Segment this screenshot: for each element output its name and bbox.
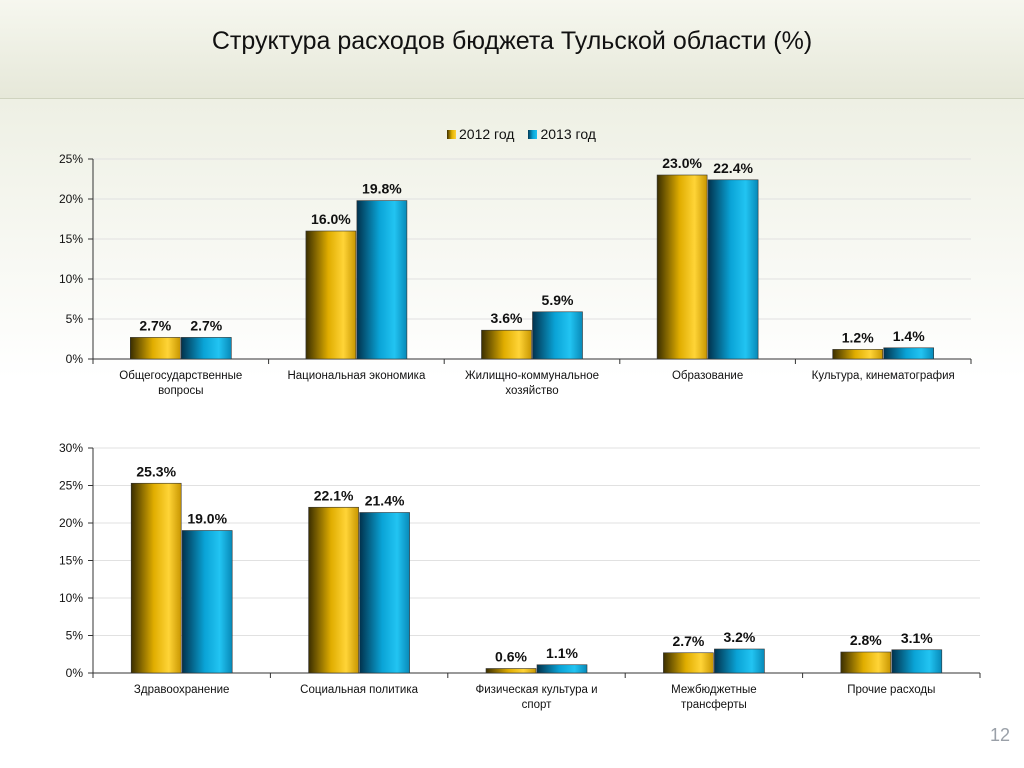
category-label: Здравоохранение	[134, 684, 230, 696]
y-tick-label: 20%	[59, 516, 83, 530]
data-label-2012: 23.0%	[662, 155, 702, 171]
category-label-line: Образование	[672, 370, 743, 382]
bar-2013	[532, 311, 583, 360]
data-label-2012: 2.8%	[850, 632, 882, 648]
bar-2012	[308, 506, 359, 674]
y-tick-label: 10%	[59, 272, 83, 286]
bar-2013	[707, 179, 759, 360]
data-label-2012: 2.7%	[139, 317, 171, 333]
y-tick-label: 5%	[66, 629, 84, 643]
y-tick-label: 30%	[59, 441, 83, 455]
category-label: Жилищно-коммунальное хозяйство	[465, 370, 599, 397]
legend-label-2013: 2013 год	[540, 126, 596, 142]
y-tick-label: 10%	[59, 591, 83, 605]
category-label: Социальная политика	[300, 684, 418, 696]
bar-2012	[305, 230, 357, 360]
category-label-line: Здравоохранение	[134, 684, 230, 696]
legend-item-2013: 2013 год	[528, 126, 596, 142]
bar-2013	[891, 649, 943, 674]
category-label-line: Межбюджетные	[671, 684, 756, 696]
category-label-line: Прочие расходы	[847, 684, 935, 696]
data-label-2012: 16.0%	[311, 211, 351, 227]
category-label-line: Национальная экономика	[287, 370, 426, 382]
category-label: Национальная экономика	[287, 370, 426, 382]
category-label-line: Жилищно-коммунальное	[465, 370, 599, 382]
category-label: Физическая культура и спорт	[476, 684, 598, 711]
category-label-line: спорт	[522, 699, 553, 711]
bar-2012	[656, 174, 708, 360]
legend-label-2012: 2012 год	[459, 126, 515, 142]
bar-2012	[481, 329, 532, 360]
bar-2013	[883, 347, 935, 360]
category-label: Общегосударственные вопросы	[119, 370, 242, 397]
data-label-2013: 5.9%	[542, 292, 574, 308]
category-label-line: вопросы	[158, 385, 203, 397]
y-tick-label: 0%	[66, 352, 84, 366]
bar-2012	[832, 349, 884, 360]
data-label-2013: 2.7%	[190, 317, 222, 333]
chart-legend: 2012 год 2013 год	[447, 126, 610, 142]
bar-2012	[663, 652, 714, 674]
category-label: Прочие расходы	[847, 684, 935, 696]
data-label-2013: 1.4%	[893, 328, 925, 344]
bar-2013	[359, 512, 410, 674]
bar-2012	[130, 337, 181, 360]
background-shade	[0, 99, 1024, 499]
bar-2013	[714, 648, 765, 674]
legend-swatch-2013	[528, 129, 538, 139]
bar-2012	[840, 651, 892, 674]
bar-2012	[485, 668, 537, 674]
bar-2012	[130, 482, 182, 674]
slide-header	[0, 0, 1024, 99]
category-label-line: Общегосударственные	[119, 370, 242, 382]
category-label: Межбюджетные трансферты	[671, 684, 756, 711]
data-label-2012: 22.1%	[314, 487, 354, 503]
bar-2013	[181, 337, 232, 360]
y-tick-label: 0%	[66, 666, 84, 680]
slide-title: Структура расходов бюджета Тульской обла…	[211, 27, 813, 55]
page-number: 12	[989, 725, 1010, 745]
legend-item-2012: 2012 год	[447, 126, 514, 142]
data-label-2013: 3.1%	[901, 630, 933, 646]
y-tick-label: 15%	[59, 232, 83, 246]
data-label-2012: 2.7%	[672, 633, 704, 649]
data-label-2013: 1.1%	[546, 645, 578, 661]
category-label: Культура, кинематография	[812, 370, 955, 382]
bar-2013	[356, 200, 408, 360]
category-label-line: Физическая культура и	[476, 684, 598, 696]
data-label-2013: 19.0%	[187, 511, 227, 527]
category-label-line: Культура, кинематография	[812, 370, 955, 382]
data-label-2013: 21.4%	[365, 493, 405, 509]
data-label-2012: 0.6%	[495, 649, 527, 665]
y-tick-label: 20%	[59, 192, 83, 206]
legend-swatch-2012	[447, 129, 456, 139]
data-label-2012: 25.3%	[136, 463, 176, 479]
bar-2013	[536, 664, 588, 674]
y-tick-label: 25%	[59, 479, 83, 493]
category-label-line: трансферты	[681, 699, 747, 711]
data-label-2012: 3.6%	[491, 310, 523, 326]
y-tick-label: 15%	[59, 554, 83, 568]
y-tick-label: 25%	[59, 152, 83, 166]
category-label-line: хозяйство	[505, 385, 558, 397]
data-label-2013: 3.2%	[723, 629, 755, 645]
data-label-2013: 22.4%	[713, 160, 753, 176]
category-label-line: Социальная политика	[300, 684, 418, 696]
data-label-2012: 1.2%	[842, 329, 874, 345]
category-label: Образование	[672, 370, 743, 382]
data-label-2013: 19.8%	[362, 181, 402, 197]
y-tick-label: 5%	[66, 312, 84, 326]
bar-2013	[181, 530, 233, 674]
